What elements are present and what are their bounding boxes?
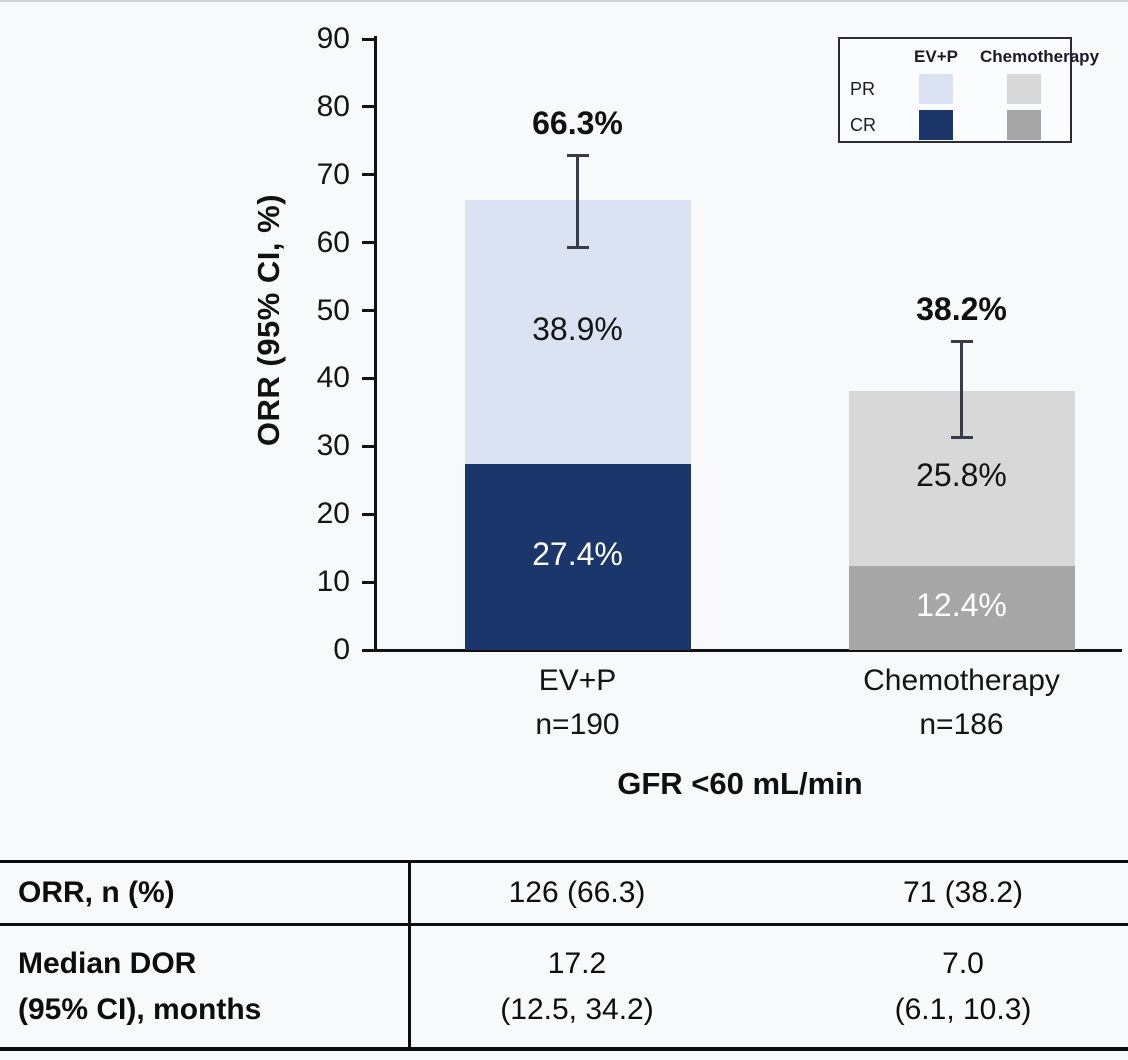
y-tick-label-90: 90 [316, 22, 350, 55]
error-bar-cap-bottom-evp [566, 245, 589, 249]
error-bar-line-chemotherapy [960, 339, 963, 439]
bar-segment-label-cr-evp: 27.4% [532, 535, 623, 572]
table-row-divider [0, 923, 1128, 926]
x-category-label-chemotherapy: Chemotherapy [863, 664, 1060, 697]
error-bar-line-evp [576, 154, 579, 249]
y-tick-label-80: 80 [316, 89, 350, 123]
y-tick-mark-60 [362, 241, 375, 245]
legend-label-cr: CR [850, 114, 876, 135]
y-tick-mark-70 [362, 173, 375, 177]
y-tick-mark-40 [362, 376, 375, 380]
legend-header-evp: EV+P [914, 47, 958, 66]
y-tick-label-20: 20 [316, 497, 350, 531]
y-axis-line [374, 36, 377, 652]
y-tick-label-30: 30 [316, 429, 350, 463]
y-tick-label-40: 40 [316, 361, 350, 395]
chart-legend: EV+P Chemotherapy PR CR [838, 37, 1100, 143]
x-category-label-evp: EV+P [538, 664, 617, 697]
bar-segment-cr-chemotherapy: 12.4% [848, 565, 1075, 650]
legend-swatch-cr-evp [919, 110, 953, 140]
bar-segment-cr-evp: 27.4% [464, 463, 691, 650]
y-tick-mark-10 [362, 580, 375, 584]
legend-swatch-pr-evp [919, 74, 953, 104]
table-row-orr-label: ORR, n (%) [18, 876, 175, 909]
table-row-orr-value-chemotherapy: 71 (38.2) [902, 876, 1024, 909]
y-tick-mark-50 [362, 309, 375, 313]
y-tick-mark-20 [362, 512, 375, 516]
legend-swatch-pr-chemotherapy [1007, 74, 1041, 104]
bar-segment-label-pr-evp: 38.9% [532, 310, 623, 347]
y-tick-mark-0 [362, 648, 375, 652]
bar-total-label-chemotherapy: 38.2% [916, 290, 1007, 327]
table-row-dor-value-evp: 17.2 (12.5, 34.2) [500, 946, 654, 1026]
table-top-border [0, 860, 1128, 863]
error-bar-cap-bottom-chemotherapy [950, 435, 973, 439]
legend-header-chemotherapy: Chemotherapy [980, 47, 1100, 66]
bar-segment-label-cr-chemotherapy: 12.4% [916, 586, 1007, 623]
x-category-n-label-evp: n=190 [535, 708, 620, 741]
bar-segment-label-pr-chemotherapy: 25.8% [916, 457, 1007, 494]
y-tick-label-60: 60 [316, 225, 350, 259]
legend-label-pr: PR [850, 78, 876, 99]
y-tick-label-50: 50 [316, 293, 350, 327]
table-row-dor-value-chemotherapy: 7.0 (6.1, 10.3) [894, 946, 1032, 1026]
y-tick-mark-80 [362, 105, 375, 109]
y-tick-label-10: 10 [316, 565, 350, 599]
error-bar-cap-top-chemotherapy [950, 339, 973, 343]
x-axis-caption: GFR <60 mL/min [617, 766, 863, 801]
y-tick-mark-90 [362, 37, 375, 41]
table-row-dor-label: Median DOR (95% CI), months [18, 946, 262, 1026]
bar-total-label-evp: 66.3% [532, 105, 623, 142]
y-tick-label-70: 70 [316, 157, 350, 191]
table-row-orr-value-evp: 126 (66.3) [508, 876, 646, 909]
error-bar-cap-top-evp [566, 154, 589, 158]
table-column-divider [408, 860, 411, 1051]
x-category-n-label-chemotherapy: n=186 [919, 708, 1004, 741]
y-tick-mark-30 [362, 444, 375, 448]
y-tick-label-0: 0 [333, 633, 350, 666]
x-axis-line [374, 649, 1122, 652]
table-bottom-border [0, 1047, 1128, 1051]
legend-swatch-cr-chemotherapy [1007, 110, 1041, 140]
